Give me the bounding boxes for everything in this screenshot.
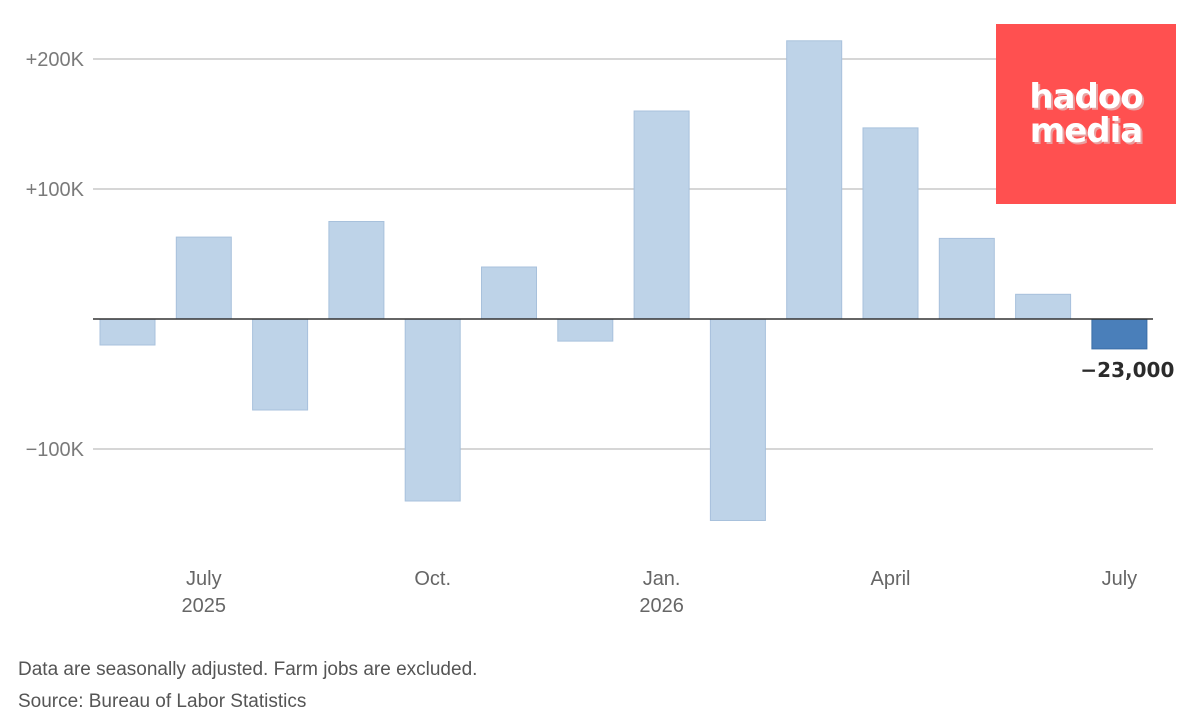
- bars: [99, 40, 1148, 521]
- x-tick-label: Jan.: [643, 568, 681, 590]
- bar: [709, 318, 766, 521]
- bar: [252, 318, 309, 411]
- bar-highlighted: [1091, 318, 1148, 350]
- bar: [786, 40, 843, 320]
- bar: [481, 266, 537, 320]
- x-tick-label: April: [870, 568, 910, 590]
- bar: [99, 318, 156, 346]
- bar: [404, 318, 461, 502]
- note-source: Source: Bureau of Labor Statistics: [18, 691, 307, 712]
- x-tick-label: Oct.: [414, 568, 451, 590]
- note-adjustment: Data are seasonally adjusted. Farm jobs …: [18, 659, 478, 680]
- bar: [1015, 293, 1072, 320]
- chart-notes: Data are seasonally adjusted. Farm jobs …: [18, 654, 918, 718]
- x-tick-year-label: 2026: [639, 595, 684, 617]
- bar: [557, 318, 614, 342]
- y-axis-tick-labels: +200K +100K −100K: [26, 49, 85, 461]
- bar: [938, 237, 995, 320]
- grid-lines: [93, 58, 1153, 450]
- x-tick-label: July: [186, 568, 222, 590]
- bar: [862, 127, 919, 320]
- x-axis-tick-labels: July 2025 Oct. Jan. 2026 April July: [182, 568, 1138, 617]
- bar: [328, 221, 385, 320]
- y-tick-label: −100K: [26, 439, 85, 461]
- y-tick-label: +200K: [26, 49, 85, 71]
- x-tick-year-label: 2025: [182, 595, 227, 617]
- bar: [175, 236, 232, 320]
- data-labels: −23,000: [1080, 358, 1174, 382]
- highlight-data-label: −23,000: [1080, 358, 1174, 382]
- logo-text-line-1: hadoo: [1029, 77, 1143, 117]
- y-tick-label: +100K: [26, 179, 85, 201]
- bar: [633, 110, 690, 320]
- hadoo-media-logo: hadoo media: [996, 24, 1176, 204]
- x-tick-label: July: [1102, 568, 1138, 590]
- logo-text-line-2: media: [1029, 111, 1143, 151]
